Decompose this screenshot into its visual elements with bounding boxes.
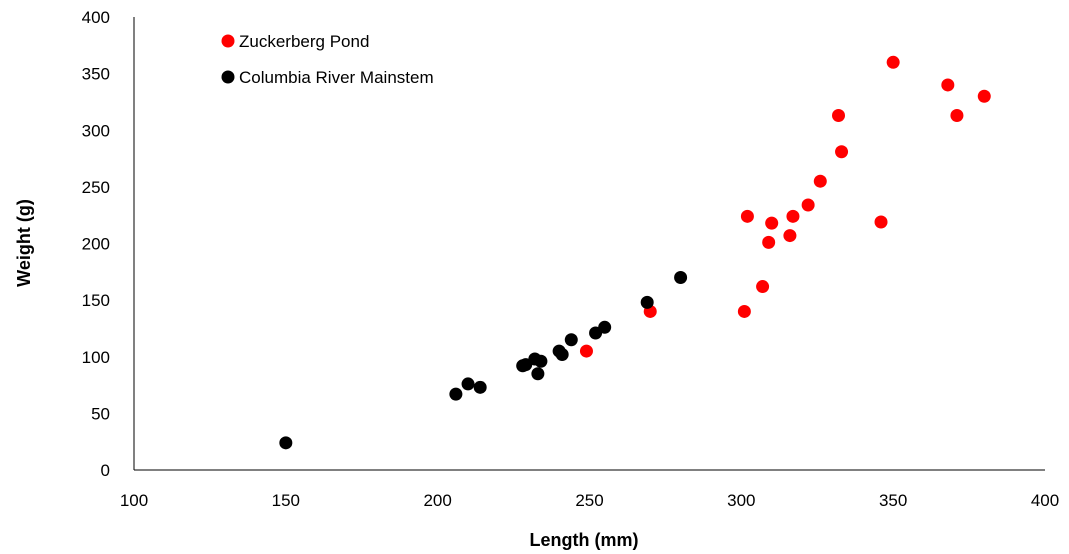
y-tick-label: 100: [82, 348, 110, 367]
legend-marker: [221, 70, 235, 84]
x-axis-title: Length (mm): [530, 530, 639, 550]
x-tick-label: 150: [272, 491, 300, 510]
zuckerberg-pond-point: [835, 145, 849, 159]
zuckerberg-pond-point: [874, 215, 888, 229]
y-tick-label: 400: [82, 8, 110, 27]
zuckerberg-pond-point: [950, 109, 964, 123]
zuckerberg-pond-point: [977, 89, 991, 103]
zuckerberg-pond-point: [832, 109, 846, 123]
columbia-river-point: [640, 295, 654, 309]
y-tick-label: 150: [82, 291, 110, 310]
y-tick-labels: 0 50 100 150 200 250 300 350 400: [82, 8, 110, 480]
zuckerberg-pond-point: [765, 216, 779, 230]
x-tick-label: 300: [727, 491, 755, 510]
y-tick-label: 0: [101, 461, 110, 480]
columbia-river-point: [598, 320, 612, 334]
y-tick-label: 50: [91, 404, 110, 423]
columbia-river-point: [564, 333, 578, 347]
columbia-river-point: [461, 377, 475, 391]
zuckerberg-pond-point: [740, 209, 754, 223]
x-tick-label: 100: [120, 491, 148, 510]
zuckerberg-pond-point: [813, 174, 827, 188]
columbia-river-point: [449, 387, 463, 401]
columbia-river-point: [473, 380, 487, 394]
x-tick-label: 250: [575, 491, 603, 510]
y-tick-label: 250: [82, 178, 110, 197]
zuckerberg-pond-point: [737, 304, 751, 318]
columbia-river-point: [534, 354, 548, 368]
data-points: [279, 55, 991, 450]
legend-marker: [221, 34, 235, 48]
x-tick-label: 200: [423, 491, 451, 510]
columbia-river-point: [531, 367, 545, 381]
y-tick-label: 350: [82, 65, 110, 84]
x-tick-label: 350: [879, 491, 907, 510]
zuckerberg-pond-point: [783, 229, 797, 243]
zuckerberg-pond-point: [762, 235, 776, 249]
zuckerberg-pond-point: [941, 78, 955, 92]
legend: Zuckerberg Pond Columbia River Mainstem: [221, 32, 434, 87]
zuckerberg-pond-point: [801, 198, 815, 212]
y-tick-label: 300: [82, 121, 110, 140]
columbia-river-point: [555, 347, 569, 361]
x-tick-label: 400: [1031, 491, 1059, 510]
y-tick-label: 200: [82, 235, 110, 254]
x-tick-labels: 100 150 200 250 300 350 400: [120, 491, 1059, 510]
zuckerberg-pond-point: [756, 280, 770, 294]
columbia-river-point: [279, 436, 293, 450]
legend-label: Zuckerberg Pond: [239, 32, 369, 51]
zuckerberg-pond-point: [579, 344, 593, 358]
zuckerberg-pond-point: [886, 55, 900, 69]
columbia-river-point: [674, 270, 688, 284]
legend-label: Columbia River Mainstem: [239, 68, 434, 87]
y-axis-title: Weight (g): [14, 199, 34, 287]
zuckerberg-pond-point: [786, 209, 800, 223]
